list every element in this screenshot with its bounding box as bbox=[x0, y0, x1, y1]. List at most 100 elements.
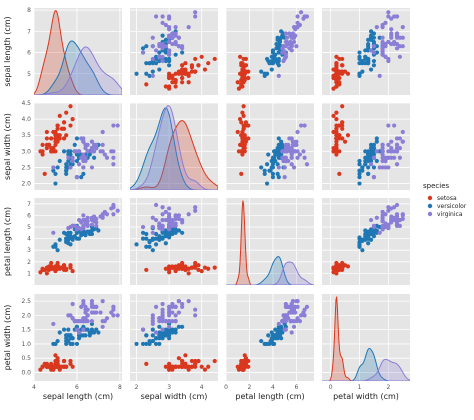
scatter-point-versicolor bbox=[374, 230, 379, 235]
scatter-point-setosa bbox=[183, 267, 188, 273]
scatter-point-versicolor bbox=[180, 230, 185, 235]
scatter-point-versicolor bbox=[163, 241, 168, 246]
scatter-point-setosa bbox=[239, 84, 244, 89]
y-tick-label: 4 bbox=[27, 236, 31, 243]
scatter-point-virginica bbox=[176, 216, 181, 221]
x-tick-label: 2 bbox=[386, 384, 390, 391]
scatter-point-versicolor bbox=[262, 168, 267, 173]
scatter-point-versicolor bbox=[368, 155, 374, 160]
scatter-point-setosa bbox=[167, 71, 172, 76]
scatter-point-virginica bbox=[167, 319, 172, 324]
scatter-point-setosa bbox=[189, 65, 195, 70]
scatter-point-setosa bbox=[176, 71, 181, 76]
scatter-point-versicolor bbox=[357, 175, 362, 180]
scatter-point-virginica bbox=[276, 73, 281, 78]
scatter-point-versicolor bbox=[76, 236, 82, 241]
scatter-point-versicolor bbox=[259, 165, 264, 170]
scatter-point-versicolor bbox=[173, 327, 178, 332]
scatter-point-virginica bbox=[304, 162, 310, 167]
scatter-point-versicolor bbox=[360, 61, 365, 66]
legend-label-virginica: virginica bbox=[437, 211, 463, 218]
scatter-point-virginica bbox=[100, 215, 105, 220]
density-curve-versicolor bbox=[130, 107, 218, 190]
scatter-point-virginica bbox=[287, 310, 292, 315]
scatter-point-virginica bbox=[295, 129, 300, 135]
scatter-point-virginica bbox=[170, 304, 175, 309]
scatter-point-virginica bbox=[380, 142, 385, 147]
scatter-point-versicolor bbox=[157, 234, 162, 239]
y-tick-label: 3.5 bbox=[21, 132, 31, 139]
scatter-point-setosa bbox=[55, 136, 60, 141]
scatter-point-virginica bbox=[380, 35, 385, 40]
x-tick-label: 0 bbox=[224, 384, 228, 391]
scatter-point-virginica bbox=[294, 44, 299, 49]
scatter-point-versicolor bbox=[150, 333, 155, 338]
scatter-point-versicolor bbox=[279, 336, 284, 341]
scatter-point-versicolor bbox=[147, 61, 152, 66]
scatter-point-versicolor bbox=[68, 149, 73, 154]
scatter-point-virginica bbox=[280, 149, 285, 154]
scatter-point-virginica bbox=[94, 146, 99, 151]
density-curve-virginica bbox=[226, 261, 314, 285]
scatter-point-virginica bbox=[150, 224, 155, 230]
scatter-point-virginica bbox=[297, 319, 303, 324]
y-tick-label: 5 bbox=[27, 71, 31, 78]
y-axis-label-petal-width: petal width (cm) bbox=[3, 305, 12, 371]
scatter-point-virginica bbox=[109, 310, 114, 315]
y-tick-label: 2 bbox=[27, 259, 31, 266]
scatter-point-setosa bbox=[196, 267, 201, 273]
scatter-point-virginica bbox=[74, 327, 80, 332]
scatter-point-virginica bbox=[302, 313, 307, 318]
scatter-point-versicolor bbox=[170, 231, 175, 237]
scatter-point-virginica bbox=[289, 330, 294, 335]
scatter-point-versicolor bbox=[377, 35, 382, 40]
scatter-point-virginica bbox=[392, 123, 397, 128]
scatter-point-virginica bbox=[79, 304, 84, 309]
scatter-point-virginica bbox=[298, 313, 304, 318]
scatter-point-setosa bbox=[334, 139, 339, 144]
scatter-point-setosa bbox=[53, 364, 58, 369]
scatter-point-virginica bbox=[160, 20, 165, 25]
scatter-point-setosa bbox=[42, 361, 47, 366]
scatter-point-setosa bbox=[173, 80, 178, 85]
scatter-point-virginica bbox=[193, 313, 198, 318]
scatter-point-virginica bbox=[94, 310, 99, 315]
scatter-point-versicolor bbox=[153, 336, 159, 341]
scatter-point-virginica bbox=[392, 205, 397, 210]
y-tick-label: 2.5 bbox=[21, 298, 31, 305]
scatter-point-versicolor bbox=[96, 330, 101, 335]
scatter-point-virginica bbox=[276, 165, 281, 170]
x-tick-label: 1 bbox=[358, 384, 362, 391]
scatter-point-setosa bbox=[239, 171, 244, 176]
scatter-point-virginica bbox=[70, 316, 75, 321]
scatter-point-setosa bbox=[331, 113, 336, 118]
scatter-point-virginica bbox=[150, 316, 155, 321]
scatter-point-virginica bbox=[167, 25, 172, 30]
scatter-point-versicolor bbox=[157, 67, 162, 72]
scatter-point-versicolor bbox=[147, 73, 152, 78]
scatter-point-setosa bbox=[331, 73, 336, 78]
density-curve-versicolor bbox=[322, 348, 410, 381]
scatter-point-versicolor bbox=[176, 324, 181, 329]
scatter-point-setosa bbox=[51, 367, 56, 372]
scatter-point-setosa bbox=[334, 149, 339, 154]
scatter-point-versicolor bbox=[270, 162, 276, 167]
scatter-point-virginica bbox=[167, 14, 172, 19]
scatter-point-virginica bbox=[386, 123, 391, 128]
density-curve-setosa bbox=[322, 296, 410, 381]
scatter-point-setosa bbox=[53, 149, 58, 154]
scatter-point-virginica bbox=[167, 35, 172, 40]
scatter-point-virginica bbox=[173, 313, 178, 318]
panel-marks bbox=[331, 202, 405, 276]
scatter-point-versicolor bbox=[153, 61, 159, 66]
scatter-point-versicolor bbox=[144, 231, 149, 237]
scatter-point-setosa bbox=[70, 117, 75, 122]
scatter-point-setosa bbox=[51, 146, 56, 151]
y-tick-label: 1.5 bbox=[21, 327, 31, 334]
scatter-point-virginica bbox=[380, 209, 385, 215]
scatter-point-setosa bbox=[345, 264, 351, 269]
scatter-point-setosa bbox=[173, 266, 178, 271]
scatter-point-versicolor bbox=[153, 231, 159, 237]
scatter-point-versicolor bbox=[64, 171, 69, 176]
scatter-point-virginica bbox=[383, 44, 388, 49]
